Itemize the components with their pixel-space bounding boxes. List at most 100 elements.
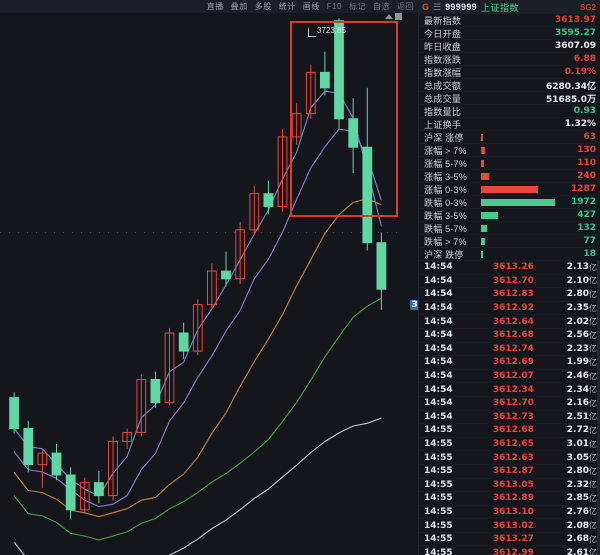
breadth-bar-track — [481, 159, 560, 167]
breadth-bar-track — [481, 172, 560, 180]
breadth-value: 1972 — [570, 197, 596, 207]
candlestick-chart[interactable]: 3723.85 — [0, 13, 404, 555]
breadth-value: 132 — [577, 223, 596, 233]
tick-row[interactable]: 14:55 3612.89 2.85 亿 — [419, 492, 600, 506]
breadth-label: 跌幅 > 7% — [424, 236, 467, 247]
toolbar-watchlist[interactable]: 自选 — [373, 2, 390, 11]
ma-blue-line — [13, 90, 382, 497]
quote-value: 3607.09 — [555, 41, 596, 51]
candle — [79, 477, 90, 514]
symbol-header: G ☰ 999999 上证指数 SG2 — [418, 0, 600, 14]
tick-row[interactable]: 14:54 3612.69 1.99 亿 — [419, 356, 600, 370]
breadth-bar-track — [481, 185, 560, 193]
tick-volume-unit: 亿 — [589, 289, 597, 299]
quote-row: 总成交额 6280.34亿 — [419, 79, 600, 92]
annotation-label: 3723.85 — [317, 26, 346, 35]
toolbar-mark[interactable]: 标记 — [349, 2, 366, 11]
tick-volume-unit: 亿 — [589, 398, 597, 408]
tick-volume: 2.10 — [566, 275, 589, 286]
tick-row[interactable]: 14:54 3612.34 2.34 亿 — [419, 383, 600, 397]
market-breadth-list: 沪深 涨停 63 涨幅 > 7% 130 涨幅 5-7% 110 涨幅 3-5% 240 涨幅 … — [419, 131, 600, 261]
candle-body — [37, 452, 48, 466]
candle — [362, 87, 373, 251]
breadth-bar — [481, 159, 485, 167]
candle-body — [221, 270, 231, 280]
candle — [136, 374, 147, 437]
tick-price: 3612.74 — [492, 343, 534, 354]
toolbar-live[interactable]: 直播 — [206, 2, 224, 11]
chart-scroll-handle[interactable] — [385, 13, 402, 20]
candle — [221, 251, 231, 287]
candle — [23, 420, 34, 473]
candle — [150, 371, 161, 408]
tick-row[interactable]: 14:55 3613.02 2.08 亿 — [419, 519, 600, 533]
breadth-label: 涨幅 0-3% — [424, 184, 467, 195]
tick-row[interactable]: 14:54 3612.70 2.16 亿 — [419, 397, 600, 411]
symbol-name[interactable]: 上证指数 — [480, 2, 519, 13]
tick-volume-unit: 亿 — [589, 439, 597, 449]
tick-row[interactable]: 14:54 3612.73 2.51 亿 — [419, 411, 600, 425]
breadth-value: 110 — [577, 158, 596, 168]
candle-body — [362, 146, 373, 244]
tick-row[interactable]: 14:55 3612.63 3.05 亿 — [419, 451, 600, 465]
toolbar-back[interactable]: 返回 — [397, 2, 414, 11]
breadth-row: 跌幅 > 7% 77 — [419, 235, 600, 248]
tick-volume: 2.72 — [566, 425, 589, 436]
tick-volume: 2.02 — [566, 316, 589, 327]
tick-table[interactable]: 14:54 3613.26 2.13 亿 14:54 3612.70 2.10 亿 14:54 3… — [419, 261, 600, 555]
breadth-label: 沪深 涨停 — [424, 132, 464, 143]
breadth-bar — [481, 185, 538, 193]
tick-time: 14:55 — [424, 479, 453, 490]
tick-row[interactable]: 14:55 3612.65 3.01 亿 — [419, 438, 600, 452]
symbol-code[interactable]: 999999 — [445, 2, 477, 12]
tick-row[interactable]: 14:54 3612.92 2.35 亿 — [419, 302, 600, 316]
tick-row[interactable]: 14:54 3612.64 2.02 亿 — [419, 315, 600, 329]
toolbar-overlay[interactable]: 叠加 — [230, 2, 248, 11]
quote-row: 昨日收盘 3607.09 — [419, 40, 600, 53]
tick-row[interactable]: 14:54 3613.26 2.13 亿 — [419, 261, 600, 275]
tick-volume: 2.34 — [566, 384, 589, 395]
tick-volume-unit: 亿 — [589, 493, 597, 503]
candle — [108, 436, 118, 501]
toolbar-f10[interactable]: F10 — [326, 2, 342, 11]
tick-price: 3612.87 — [492, 466, 534, 477]
hamburger-icon[interactable]: ☰ — [433, 1, 442, 12]
tick-row[interactable]: 14:54 3612.68 2.56 亿 — [419, 329, 600, 343]
tick-time: 14:54 — [424, 303, 453, 314]
tick-table-scrollbar[interactable] — [597, 261, 600, 555]
tick-time: 14:54 — [424, 371, 453, 382]
tick-row[interactable]: 14:55 3612.68 2.72 亿 — [419, 424, 600, 438]
tick-time: 14:54 — [424, 411, 453, 422]
tick-row[interactable]: 14:55 3613.05 2.32 亿 — [419, 479, 600, 493]
breadth-row: 涨幅 5-7% 110 — [419, 157, 600, 170]
tick-row[interactable]: 14:55 3613.27 2.68 亿 — [419, 533, 600, 547]
tick-row[interactable]: 14:54 3612.07 2.46 亿 — [419, 370, 600, 384]
candle-body — [277, 136, 288, 208]
tick-price: 3612.89 — [492, 493, 534, 504]
tick-row[interactable]: 14:54 3612.74 2.23 亿 — [419, 343, 600, 357]
tick-volume: 3.01 — [566, 439, 589, 450]
tick-row[interactable]: 14:54 3612.83 2.80 亿 — [419, 288, 600, 302]
tick-row[interactable]: 14:55 3613.10 2.76 亿 — [419, 506, 600, 520]
candle — [263, 180, 274, 215]
candle — [235, 222, 246, 284]
scroll-up-icon[interactable] — [385, 14, 393, 19]
ma-orange-line — [13, 198, 382, 518]
candle — [65, 467, 76, 519]
toolbar-draw[interactable]: 画线 — [302, 2, 320, 11]
toolbar-stats[interactable]: 统计 — [278, 2, 296, 11]
breadth-bar — [481, 146, 485, 154]
tick-row[interactable]: 14:55 3612.99 2.61 亿 — [419, 546, 600, 555]
candle-body — [291, 113, 302, 138]
chart-resize-handle-icon[interactable] — [395, 13, 402, 20]
tick-volume: 2.23 — [566, 343, 589, 354]
toolbar-multistock[interactable]: 多股 — [254, 2, 272, 11]
candle-body — [122, 431, 133, 442]
quote-panel: 最新指数 3613.97 今日开盘 3595.27 昨日收盘 3607.09 指数涨跌 6.8… — [418, 14, 600, 555]
tick-row[interactable]: 14:55 3612.87 2.80 亿 — [419, 465, 600, 479]
quote-row: 总成交量 51685.0万 — [419, 92, 600, 105]
tick-price: 3612.64 — [492, 316, 534, 327]
breadth-row: 沪深 跌停 18 — [419, 248, 600, 261]
tick-row[interactable]: 14:54 3612.70 2.10 亿 — [419, 275, 600, 289]
